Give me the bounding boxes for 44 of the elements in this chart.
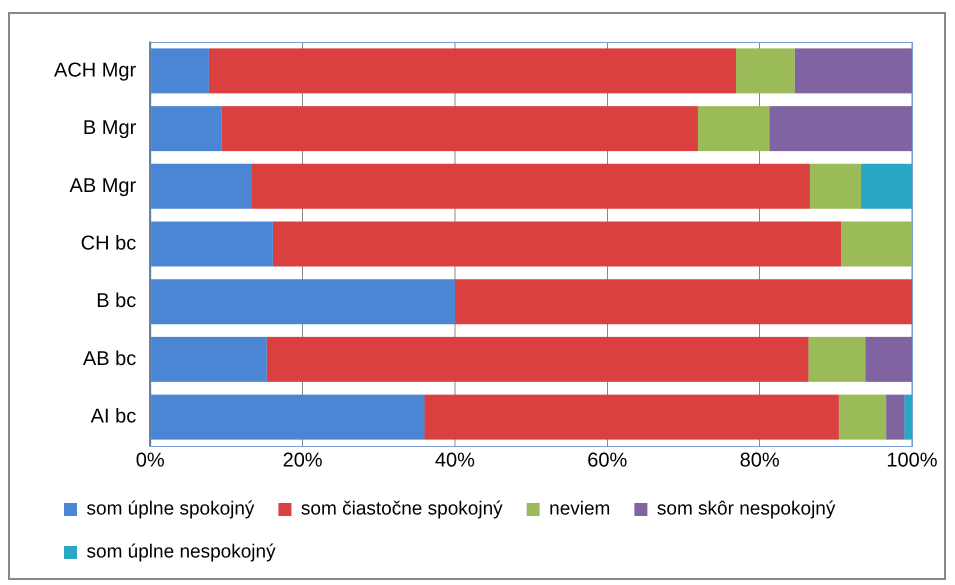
x-tick-label: 60% <box>587 450 628 472</box>
legend-label: som úplne spokojný <box>86 498 255 520</box>
bar <box>838 394 886 440</box>
x-tick-label: 100% <box>886 450 938 472</box>
bar <box>860 164 912 209</box>
bar <box>808 336 866 382</box>
bar <box>150 164 252 209</box>
x-tick-label: 20% <box>282 450 323 472</box>
x-tick-label: 80% <box>740 450 780 472</box>
y-tick-label: ACH Mgr <box>54 59 137 82</box>
bar <box>770 106 912 152</box>
bar <box>150 221 273 267</box>
bar <box>266 336 808 382</box>
bar <box>150 336 267 382</box>
bar <box>272 221 842 267</box>
y-tick-label: AB Mgr <box>70 174 137 197</box>
bar <box>424 394 839 440</box>
bar <box>736 48 795 94</box>
legend-label: neviem <box>549 498 610 520</box>
bar <box>454 279 912 324</box>
legend-label: som úplne nespokojný <box>86 542 276 563</box>
y-tick-label: B bc <box>96 290 136 312</box>
y-tick-label: AI bc <box>90 406 136 428</box>
bar <box>150 106 222 152</box>
y-tick-label: AB bc <box>82 348 136 370</box>
bar <box>866 336 912 382</box>
bar <box>794 48 912 94</box>
bar <box>208 48 736 94</box>
legend-label: som skôr nespokojný <box>656 498 836 520</box>
bar <box>841 221 912 267</box>
bar <box>810 164 861 209</box>
bar <box>222 106 698 152</box>
bar <box>252 164 810 209</box>
bar <box>150 48 209 94</box>
bar <box>150 394 424 440</box>
bar <box>150 279 455 324</box>
x-tick-label: 40% <box>434 450 476 472</box>
y-tick-label: CH bc <box>80 232 136 255</box>
bar <box>886 394 904 440</box>
legend-label: som čiastočne spokojný <box>300 498 504 520</box>
bar <box>904 394 912 440</box>
bar <box>698 106 770 152</box>
x-tick-label: 0% <box>136 450 165 472</box>
y-tick-label: B Mgr <box>82 117 137 140</box>
